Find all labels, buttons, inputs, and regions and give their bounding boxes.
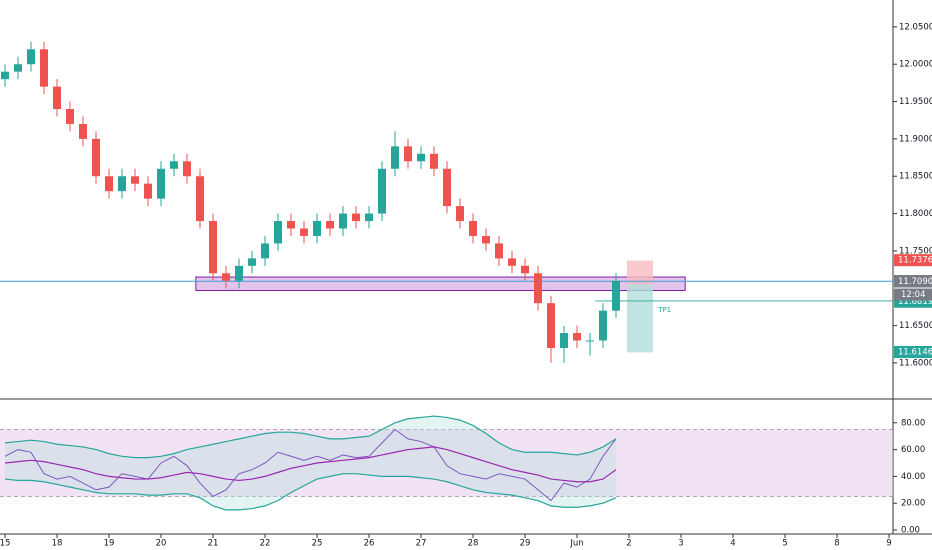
y-tick-label: 11.9000 bbox=[899, 134, 932, 144]
candle-body bbox=[560, 333, 568, 348]
price-tag-label: 11.7376 bbox=[898, 256, 932, 266]
countdown: 12:04 bbox=[901, 290, 926, 300]
candle-body bbox=[157, 168, 165, 199]
rsi-line bbox=[4, 473, 617, 511]
candle-body bbox=[482, 235, 490, 244]
rsi-tick-label: 20.00 bbox=[901, 499, 925, 509]
y-tick-label: 11.6500 bbox=[899, 321, 932, 331]
x-tick-label: 18 bbox=[52, 539, 63, 549]
rsi-line bbox=[4, 415, 617, 459]
y-tick-label: 12.0000 bbox=[899, 60, 932, 70]
candle-body bbox=[222, 273, 230, 281]
x-tick-label: 19 bbox=[104, 539, 115, 549]
tp-label: TP1 bbox=[657, 306, 671, 314]
candle-body bbox=[79, 123, 87, 139]
candle-body bbox=[508, 258, 516, 266]
candle-body bbox=[131, 176, 139, 184]
x-tick-label: 2 bbox=[626, 539, 631, 549]
candle-body bbox=[118, 176, 126, 192]
candle-body bbox=[443, 168, 451, 207]
candle-body bbox=[495, 243, 503, 259]
x-tick-label: 20 bbox=[156, 539, 167, 549]
rsi-line bbox=[4, 446, 617, 483]
candle-body bbox=[365, 213, 373, 222]
candle-body bbox=[521, 265, 529, 274]
x-tick-label: 22 bbox=[260, 539, 271, 549]
candle-body bbox=[27, 49, 35, 65]
candle-body bbox=[469, 221, 477, 236]
x-tick-label: 4 bbox=[730, 539, 735, 549]
candle-body bbox=[326, 221, 334, 229]
stop-loss-box bbox=[626, 260, 653, 285]
y-tick-label: 11.7500 bbox=[899, 246, 932, 256]
candle-body bbox=[66, 109, 74, 124]
candle-body bbox=[235, 265, 243, 281]
candle-body bbox=[274, 221, 282, 244]
x-tick-label: 27 bbox=[416, 539, 427, 549]
rsi-band-fill bbox=[0, 429, 893, 497]
y-tick-label: 12.0500 bbox=[899, 22, 932, 32]
rsi-tick-label: 0.00 bbox=[901, 526, 920, 536]
candle-body bbox=[339, 213, 347, 229]
y-tick-label: 11.6000 bbox=[899, 358, 932, 368]
candle-body bbox=[456, 206, 464, 222]
rsi-tick-label: 60.00 bbox=[901, 445, 925, 455]
x-tick-label: 29 bbox=[520, 539, 531, 549]
candle-body bbox=[1, 71, 9, 80]
price-tag bbox=[894, 346, 932, 359]
x-tick-label: 28 bbox=[468, 539, 479, 549]
candle-body bbox=[430, 153, 438, 169]
price-tag-label: 11.7090 bbox=[898, 277, 932, 287]
candle-body bbox=[586, 340, 594, 342]
rsi-line bbox=[4, 428, 617, 502]
candle-body bbox=[196, 176, 204, 222]
candle-body bbox=[144, 183, 152, 199]
candle-body bbox=[534, 273, 542, 304]
candle-body bbox=[391, 146, 399, 169]
x-tick-label: 26 bbox=[364, 539, 375, 549]
candle-body bbox=[14, 64, 22, 72]
y-tick-label: 11.9500 bbox=[899, 97, 932, 107]
candle-body bbox=[209, 221, 217, 274]
x-tick-label: Jun bbox=[569, 539, 583, 549]
price-tag bbox=[894, 254, 932, 267]
candle-body bbox=[417, 153, 425, 162]
x-tick-label: 8 bbox=[834, 539, 839, 549]
candle-body bbox=[92, 138, 100, 177]
rsi-tick-label: 80.00 bbox=[901, 418, 925, 428]
x-tick-label: 15 bbox=[0, 539, 10, 549]
candle-body bbox=[573, 333, 581, 341]
take-profit-box bbox=[626, 284, 653, 353]
x-tick-label: 5 bbox=[782, 539, 787, 549]
y-tick-label: 11.8500 bbox=[899, 172, 932, 182]
candle-body bbox=[170, 161, 178, 169]
rsi-tick-label: 40.00 bbox=[901, 472, 925, 482]
candle-body bbox=[352, 213, 360, 222]
x-tick-label: 3 bbox=[678, 539, 683, 549]
countdown-tag bbox=[894, 288, 932, 301]
price-tag bbox=[894, 275, 932, 288]
x-tick-label: 9 bbox=[886, 539, 891, 549]
price-tag-label: 11.6146 bbox=[898, 348, 932, 358]
y-tick-label: 11.8000 bbox=[899, 209, 932, 219]
x-tick-label: 21 bbox=[208, 539, 219, 549]
x-tick-label: 25 bbox=[312, 539, 323, 549]
candle-body bbox=[261, 243, 269, 259]
candle-body bbox=[612, 280, 620, 311]
candle-body bbox=[404, 146, 412, 162]
price-tag-label: 11.6819 bbox=[898, 297, 932, 307]
candle-body bbox=[183, 161, 191, 177]
candle-body bbox=[287, 221, 295, 229]
candle-body bbox=[300, 228, 308, 236]
candle-body bbox=[313, 221, 321, 236]
candle-body bbox=[599, 310, 607, 341]
candle-body bbox=[40, 49, 48, 87]
candle-body bbox=[547, 303, 555, 348]
candle-body bbox=[53, 86, 61, 110]
candle-body bbox=[105, 176, 113, 192]
candle-body bbox=[248, 258, 256, 266]
candle-body bbox=[378, 168, 386, 214]
support-zone bbox=[195, 276, 686, 291]
